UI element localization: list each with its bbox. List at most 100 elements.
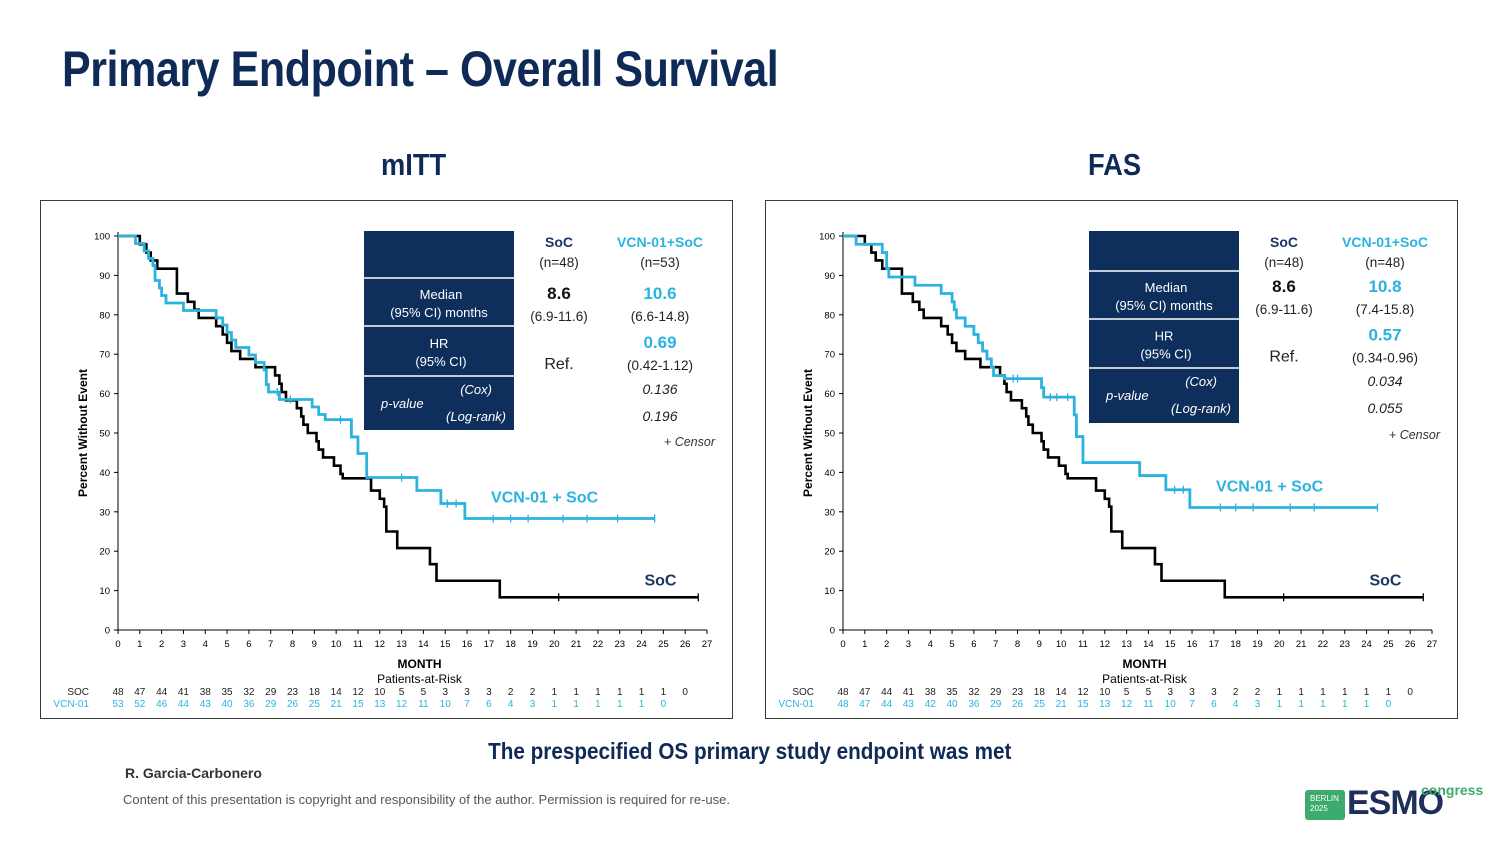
x-tick-label: 16 [1187,639,1198,650]
p-cox-value: 0.136 [642,381,677,397]
chart-panel-fas: 0 10 20 30 40 50 60 70 80 90 100 0 1 2 3 4 5 6 7 8 9 10 11 12 13… [765,200,1458,719]
risk-value: 1 [1364,699,1370,710]
risk-value: 47 [859,687,871,698]
x-tick-label: 25 [1383,639,1394,650]
p-logrank-value: 0.055 [1367,400,1402,416]
y-tick-label: 0 [105,626,110,637]
x-tick-label: 19 [527,639,538,650]
risk-value: 18 [309,687,321,698]
x-tick-label: 5 [224,639,229,650]
risk-value: 26 [1012,699,1024,710]
x-tick-label: 20 [549,639,560,650]
x-tick-label: 9 [1037,639,1042,650]
risk-value: 32 [968,687,980,698]
risk-value: 2 [508,687,514,698]
x-tick-label: 15 [1165,639,1176,650]
y-tick-label: 100 [819,232,835,243]
risk-value: 11 [418,699,429,710]
risk-value: 18 [1034,687,1046,698]
y-tick-label: 40 [99,468,110,479]
risk-value: 7 [1189,699,1195,710]
x-tick-label: 3 [181,639,186,650]
p-cox-label: (Cox) [1185,374,1217,389]
logo-sub: congress [1421,782,1484,798]
risk-value: 15 [1077,699,1089,710]
median-label: Median [420,287,463,302]
risk-value: 6 [1211,699,1217,710]
y-tick-label: 60 [99,389,110,400]
y-tick-label: 70 [824,350,835,361]
risk-value: 3 [486,687,492,698]
y-tick-label: 50 [824,429,835,440]
risk-value: 48 [837,687,849,698]
x-tick-label: 25 [658,639,669,650]
x-tick-label: 12 [1099,639,1110,650]
y-tick-label: 40 [824,468,835,479]
risk-value: 1 [1298,699,1304,710]
risk-value: 29 [990,699,1002,710]
risk-value: 44 [178,699,190,710]
risk-value: 29 [265,687,277,698]
risk-row-label-vcn: VCN-01 [53,699,89,710]
risk-value: 29 [265,699,277,710]
hr-label: HR [430,336,449,351]
p-value-label: p-value [1105,388,1149,403]
x-tick-label: 13 [1121,639,1132,650]
x-tick-label: 1 [862,639,867,650]
risk-value: 0 [682,687,688,698]
y-tick-label: 20 [824,547,835,558]
x-tick-label: 21 [571,639,582,650]
y-tick-label: 80 [99,310,110,321]
risk-value: 52 [134,699,146,710]
x-tick-label: 18 [505,639,516,650]
conclusion-label: The prespecified OS primary study endpoi… [488,738,1012,764]
risk-value: 1 [552,699,558,710]
n-soc: (n=48) [539,255,578,270]
risk-value: 1 [1277,687,1283,698]
risk-value: 53 [112,699,124,710]
risk-value: 44 [881,699,893,710]
x-tick-label: 8 [290,639,295,650]
x-tick-label: 4 [928,639,933,650]
vcn-curve-label: VCN-01 + SoC [1216,478,1324,495]
x-tick-label: 4 [203,639,208,650]
x-tick-label: 21 [1296,639,1307,650]
logo-badge: BERLIN 2025 [1305,790,1345,820]
risk-value: 46 [156,699,168,710]
median-soc-ci: (6.9-11.6) [530,309,588,324]
x-tick-label: 27 [702,639,713,650]
risk-value: 21 [1056,699,1068,710]
risk-value: 1 [1277,699,1283,710]
x-tick-label: 7 [268,639,273,650]
vcn-curve [843,234,1378,509]
risk-value: 41 [178,687,190,698]
risk-value: 36 [968,699,980,710]
risk-table-title: Patients-at-Risk [377,672,463,686]
x-tick-label: 3 [906,639,911,650]
risk-value: 0 [1407,687,1413,698]
risk-value: 41 [903,687,915,698]
risk-value: 29 [990,687,1002,698]
median-vcn-ci: (6.6-14.8) [631,309,690,324]
x-tick-label: 23 [614,639,625,650]
x-tick-label: 14 [418,639,429,650]
y-tick-label: 60 [824,389,835,400]
x-tick-label: 10 [331,639,342,650]
p-cox-label: (Cox) [460,382,492,397]
logo-badge-city: BERLIN [1310,794,1339,803]
risk-value: 21 [331,699,343,710]
risk-value: 2 [1233,687,1239,698]
risk-value: 6 [486,699,492,710]
risk-value: 23 [287,687,299,698]
risk-value: 43 [200,699,212,710]
y-tick-label: 80 [824,310,835,321]
risk-value: 15 [352,699,364,710]
risk-value: 14 [331,687,343,698]
x-tick-label: 14 [1143,639,1154,650]
y-tick-label: 100 [94,232,110,243]
y-tick-label: 30 [99,507,110,518]
risk-value: 1 [617,687,623,698]
median-soc-ci: (6.9-11.6) [1255,302,1313,317]
y-tick-label: 20 [99,547,110,558]
